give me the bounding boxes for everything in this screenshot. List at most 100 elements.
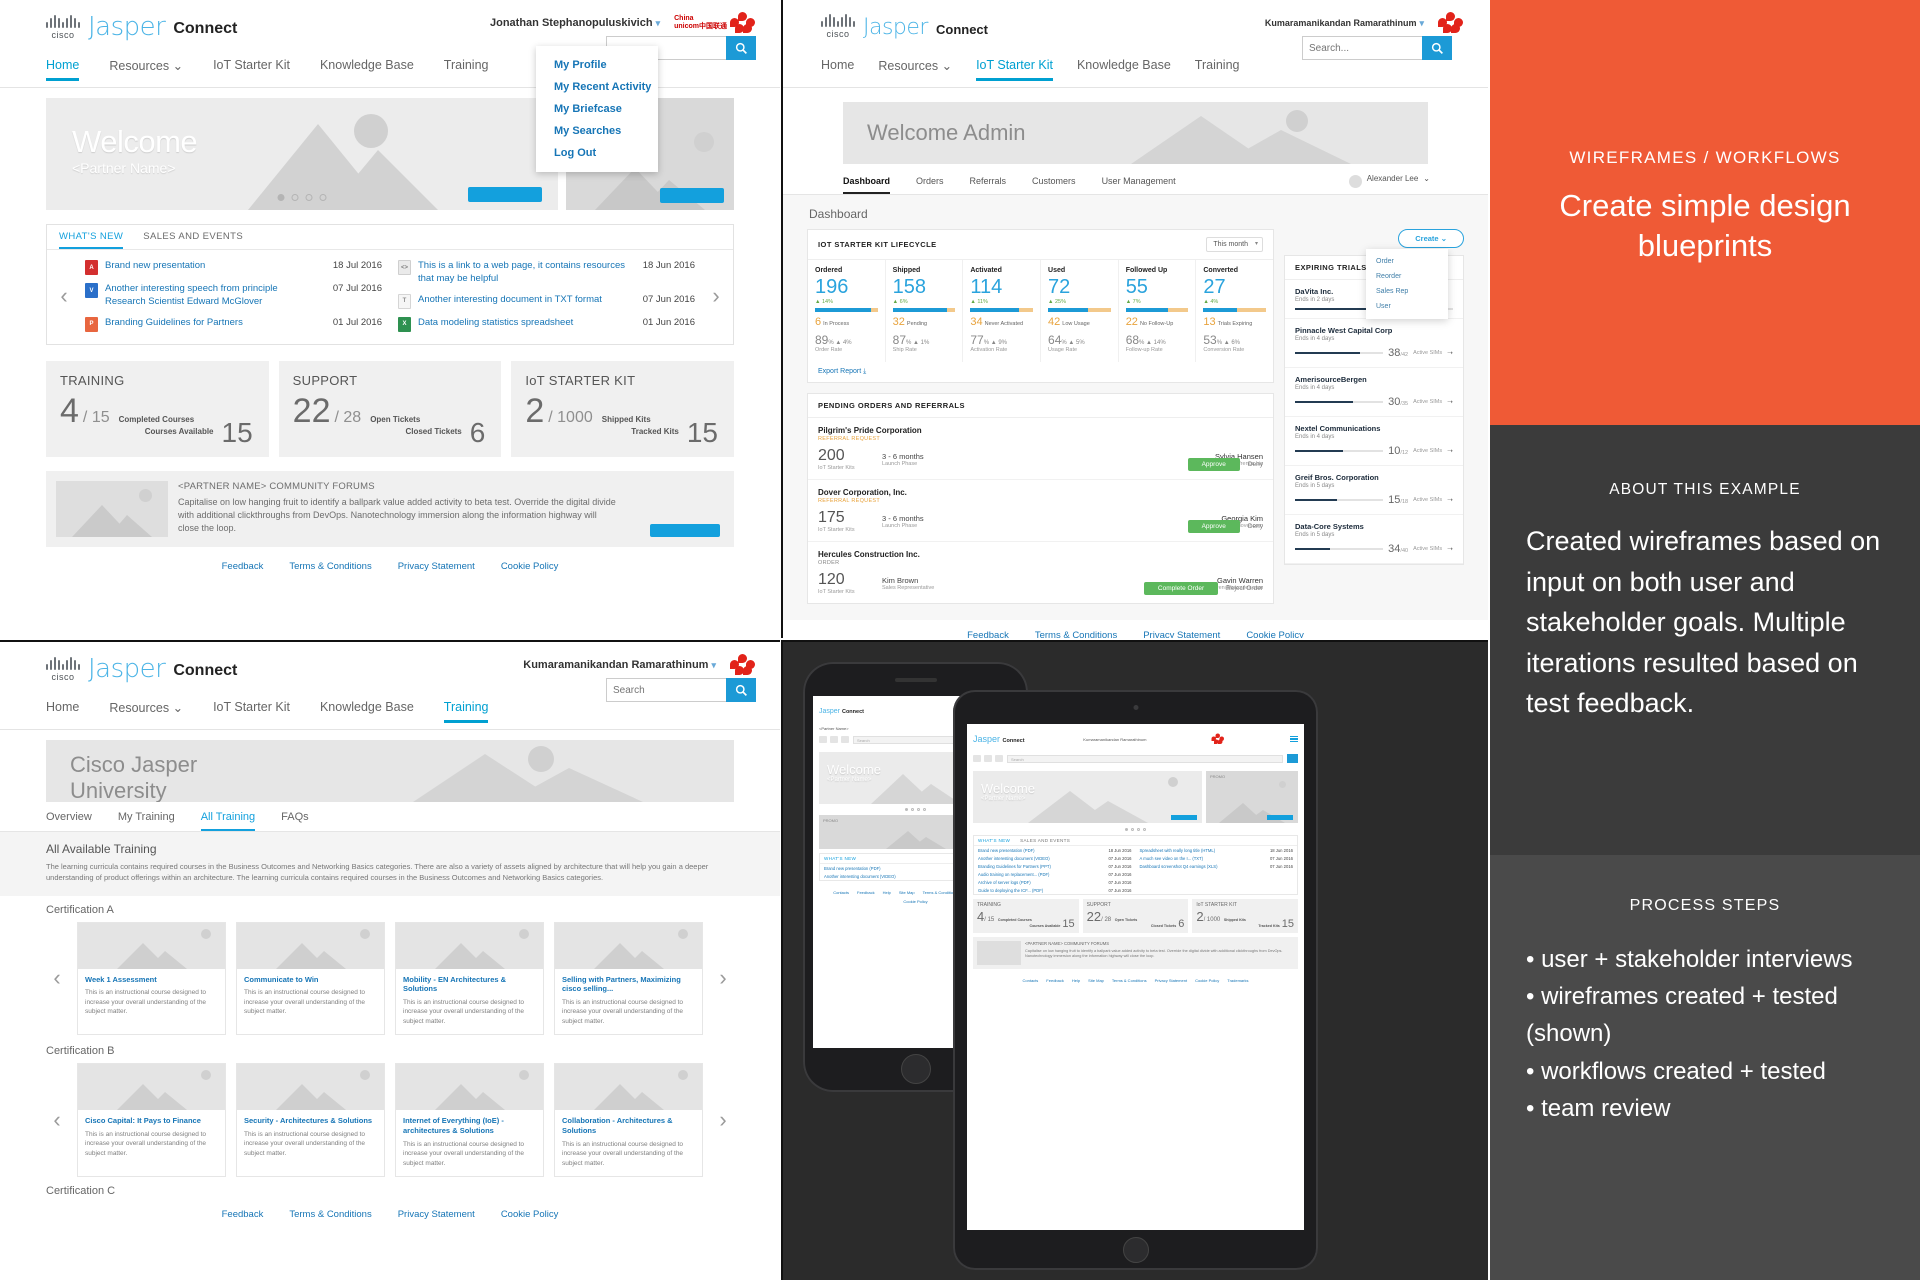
tab-all-training[interactable]: All Training (200, 811, 256, 831)
create-order[interactable]: Order (1376, 258, 1394, 265)
deny-button[interactable]: Deny (1247, 523, 1263, 530)
stat-card-iot-starter-kit[interactable]: IoT STARTER KIT 2/ 1000 Shipped Kits Tra… (1192, 899, 1299, 933)
course-card[interactable]: Cisco Capital: It Pays to Finance This is… (77, 1063, 226, 1178)
deny-button[interactable]: Deny (1247, 461, 1263, 468)
arrow-right-icon[interactable]: ➝ (1447, 350, 1453, 357)
tab-sales-and-events[interactable]: SALES AND EVENTS (1020, 838, 1071, 843)
menu-my-profile[interactable]: My Profile (554, 59, 607, 71)
forum-cta-button[interactable] (650, 523, 720, 537)
nav-item-iot-starter-kit[interactable]: IoT Starter Kit (976, 58, 1053, 81)
list-item[interactable]: Archive of server logs (PDF) 07 Jun 2016 (974, 878, 1136, 886)
nav-item-home[interactable]: Home (46, 700, 80, 714)
nav-item-home[interactable]: Home (46, 58, 80, 81)
footer-terms[interactable]: Terms & Conditions (1111, 978, 1147, 983)
hamburger-menu-icon[interactable] (1289, 735, 1298, 743)
stat-card-iot-starter-kit[interactable]: IoT STARTER KIT 2/ 1000 Shipped Kits Trac… (511, 360, 735, 457)
course-card[interactable]: Mobility - EN Architectures & Solutions T… (395, 921, 544, 1036)
tab-overview[interactable]: Overview (46, 811, 92, 823)
footer-trademarks[interactable]: Trademarks (1227, 978, 1249, 983)
nav-item-knowledge-base[interactable]: Knowledge Base (1076, 58, 1171, 72)
carousel-dots[interactable] (277, 194, 327, 201)
table-row[interactable]: Pilgrim's Pride Corporation REFERRAL REQ… (808, 418, 1273, 480)
search-button[interactable] (726, 36, 756, 60)
course-card[interactable]: Security - Architectures & Solutions This… (236, 1063, 385, 1178)
tab-whats-new[interactable]: WHAT'S NEW (59, 231, 124, 249)
tablet-home-button[interactable] (1122, 1237, 1149, 1263)
list-item[interactable]: A much see video on the I... (TXT) 07 Jun… (1136, 854, 1298, 862)
arrow-right-icon[interactable]: ➝ (1447, 546, 1453, 553)
carousel-next-arrow[interactable]: › (719, 1107, 727, 1133)
promo-cta-button[interactable] (660, 188, 724, 203)
subnav-customers[interactable]: Customers (1032, 176, 1076, 186)
menu-my-searches[interactable]: My Searches (554, 125, 622, 137)
user-menu-trigger[interactable]: Jonathan Stephanopuluskivich ▾ (490, 17, 661, 29)
nav-item-resources[interactable]: Resources ⌄ (109, 59, 184, 73)
create-reorder[interactable]: Reorder (1376, 273, 1402, 280)
create-sales-rep[interactable]: Sales Rep (1376, 288, 1409, 295)
news-title[interactable]: Brand new presentation (105, 260, 206, 271)
course-card[interactable]: Collaboration - Architectures & Solution… (554, 1063, 703, 1178)
menu-my-recent-activity[interactable]: My Recent Activity (554, 81, 652, 93)
news-next-arrow[interactable]: › (712, 282, 720, 308)
news-title[interactable]: This is a link to a web page, it contain… (418, 260, 625, 284)
menu-my-briefcase[interactable]: My Briefcase (554, 103, 622, 115)
news-title[interactable]: Data modeling statistics spreadsheet (418, 316, 574, 328)
brand-logo[interactable]: Jasper Connect (973, 734, 1025, 744)
subnav-dashboard[interactable]: Dashboard (843, 176, 891, 194)
footer-contacts[interactable]: Contacts (1022, 978, 1039, 983)
carousel-next-arrow[interactable]: › (719, 965, 727, 991)
search-button[interactable] (1422, 36, 1452, 60)
list-item[interactable]: Another interesting document (VIDEO) 07 J… (974, 854, 1136, 862)
footer-feedback[interactable]: Feedback (221, 1209, 264, 1221)
arrow-right-icon[interactable]: ➝ (1447, 399, 1453, 406)
nav-item-home[interactable]: Home (821, 58, 855, 72)
footer-cookie[interactable]: Cookie Policy (500, 1209, 559, 1221)
subnav-orders[interactable]: Orders (916, 176, 944, 186)
footer-privacy[interactable]: Privacy Statement (1143, 630, 1221, 638)
footer-help[interactable]: Help (1071, 978, 1081, 983)
user-menu-trigger[interactable]: Kumaramanikandan Ramarathinum ▾ (523, 659, 716, 671)
list-item[interactable]: Data-Core Systems Ends in 5 days 34/40 Acti… (1285, 515, 1463, 564)
table-row[interactable]: Hercules Construction Inc. ORDER 120 IoT … (808, 542, 1273, 603)
search-button[interactable] (1287, 754, 1298, 763)
tab-faqs[interactable]: FAQs (281, 811, 309, 823)
footer-feedback[interactable]: Feedback (967, 630, 1009, 638)
subnav-referrals[interactable]: Referrals (969, 176, 1007, 186)
stat-card-training[interactable]: TRAINING 4/ 15 Completed Courses Courses … (46, 360, 269, 457)
brand-logo[interactable]: Jasper Connect (819, 707, 864, 715)
period-select[interactable]: This month (1206, 237, 1263, 252)
brand-logo[interactable]: cisco Jasper Connect (821, 14, 988, 39)
create-button[interactable]: Create ⌄ (1398, 229, 1464, 248)
arrow-right-icon[interactable]: ➝ (1447, 497, 1453, 504)
course-card[interactable]: Internet of Everything (IoE) - architect… (395, 1063, 544, 1178)
footer-cookie[interactable]: Cookie Policy (1195, 978, 1220, 983)
search-input[interactable] (606, 678, 726, 702)
nav-item-knowledge-base[interactable]: Knowledge Base (319, 700, 414, 714)
tablet-quick-icons[interactable] (973, 755, 1003, 762)
list-item[interactable]: Audio training on replacement... (PDF) 07… (974, 870, 1136, 878)
phone-quick-icons[interactable] (819, 736, 849, 743)
footer-privacy[interactable]: Privacy Statement (397, 1209, 475, 1221)
course-card[interactable]: Selling with Partners, Maximizing cisco … (554, 921, 703, 1036)
news-title[interactable]: Another interesting document in TXT form… (418, 293, 602, 305)
carousel-dots[interactable] (967, 828, 1304, 831)
stat-card-support[interactable]: SUPPORT 22/ 28 Open Tickets Closed Ticke… (1082, 899, 1189, 933)
carousel-prev-arrow[interactable]: ‹ (53, 965, 61, 991)
nav-item-resources[interactable]: Resources ⌄ (109, 701, 184, 715)
footer-sitemap[interactable]: Site Map (898, 890, 915, 895)
list-item[interactable]: Brand new presentation (PDF) 18 Jun 2016 (974, 846, 1136, 854)
hero-cta-button[interactable] (1171, 815, 1197, 820)
nav-item-training[interactable]: Training (443, 58, 489, 72)
footer-privacy[interactable]: Privacy Statement (1154, 978, 1188, 983)
list-item[interactable]: Branding Guidelines for Partners (PPT) 07… (974, 862, 1136, 870)
footer-terms[interactable]: Terms & Conditions (289, 560, 372, 572)
nav-item-iot-starter-kit[interactable]: IoT Starter Kit (213, 58, 290, 72)
tablet-hero[interactable]: Welcome <Partner Name> (973, 771, 1202, 823)
nav-item-resources[interactable]: Resources ⌄ (878, 59, 953, 73)
list-item[interactable]: Guide to deploying the ICF... (PDF) 07 Ju… (974, 886, 1136, 894)
footer-terms[interactable]: Terms & Conditions (922, 890, 958, 895)
footer-terms[interactable]: Terms & Conditions (1034, 630, 1118, 638)
brand-logo[interactable]: cisco Jasper Connect (46, 656, 237, 682)
news-title[interactable]: Another interesting speech from principl… (105, 283, 278, 307)
list-item[interactable]: Pinnacle West Capital Corp Ends in 4 days… (1285, 319, 1463, 368)
